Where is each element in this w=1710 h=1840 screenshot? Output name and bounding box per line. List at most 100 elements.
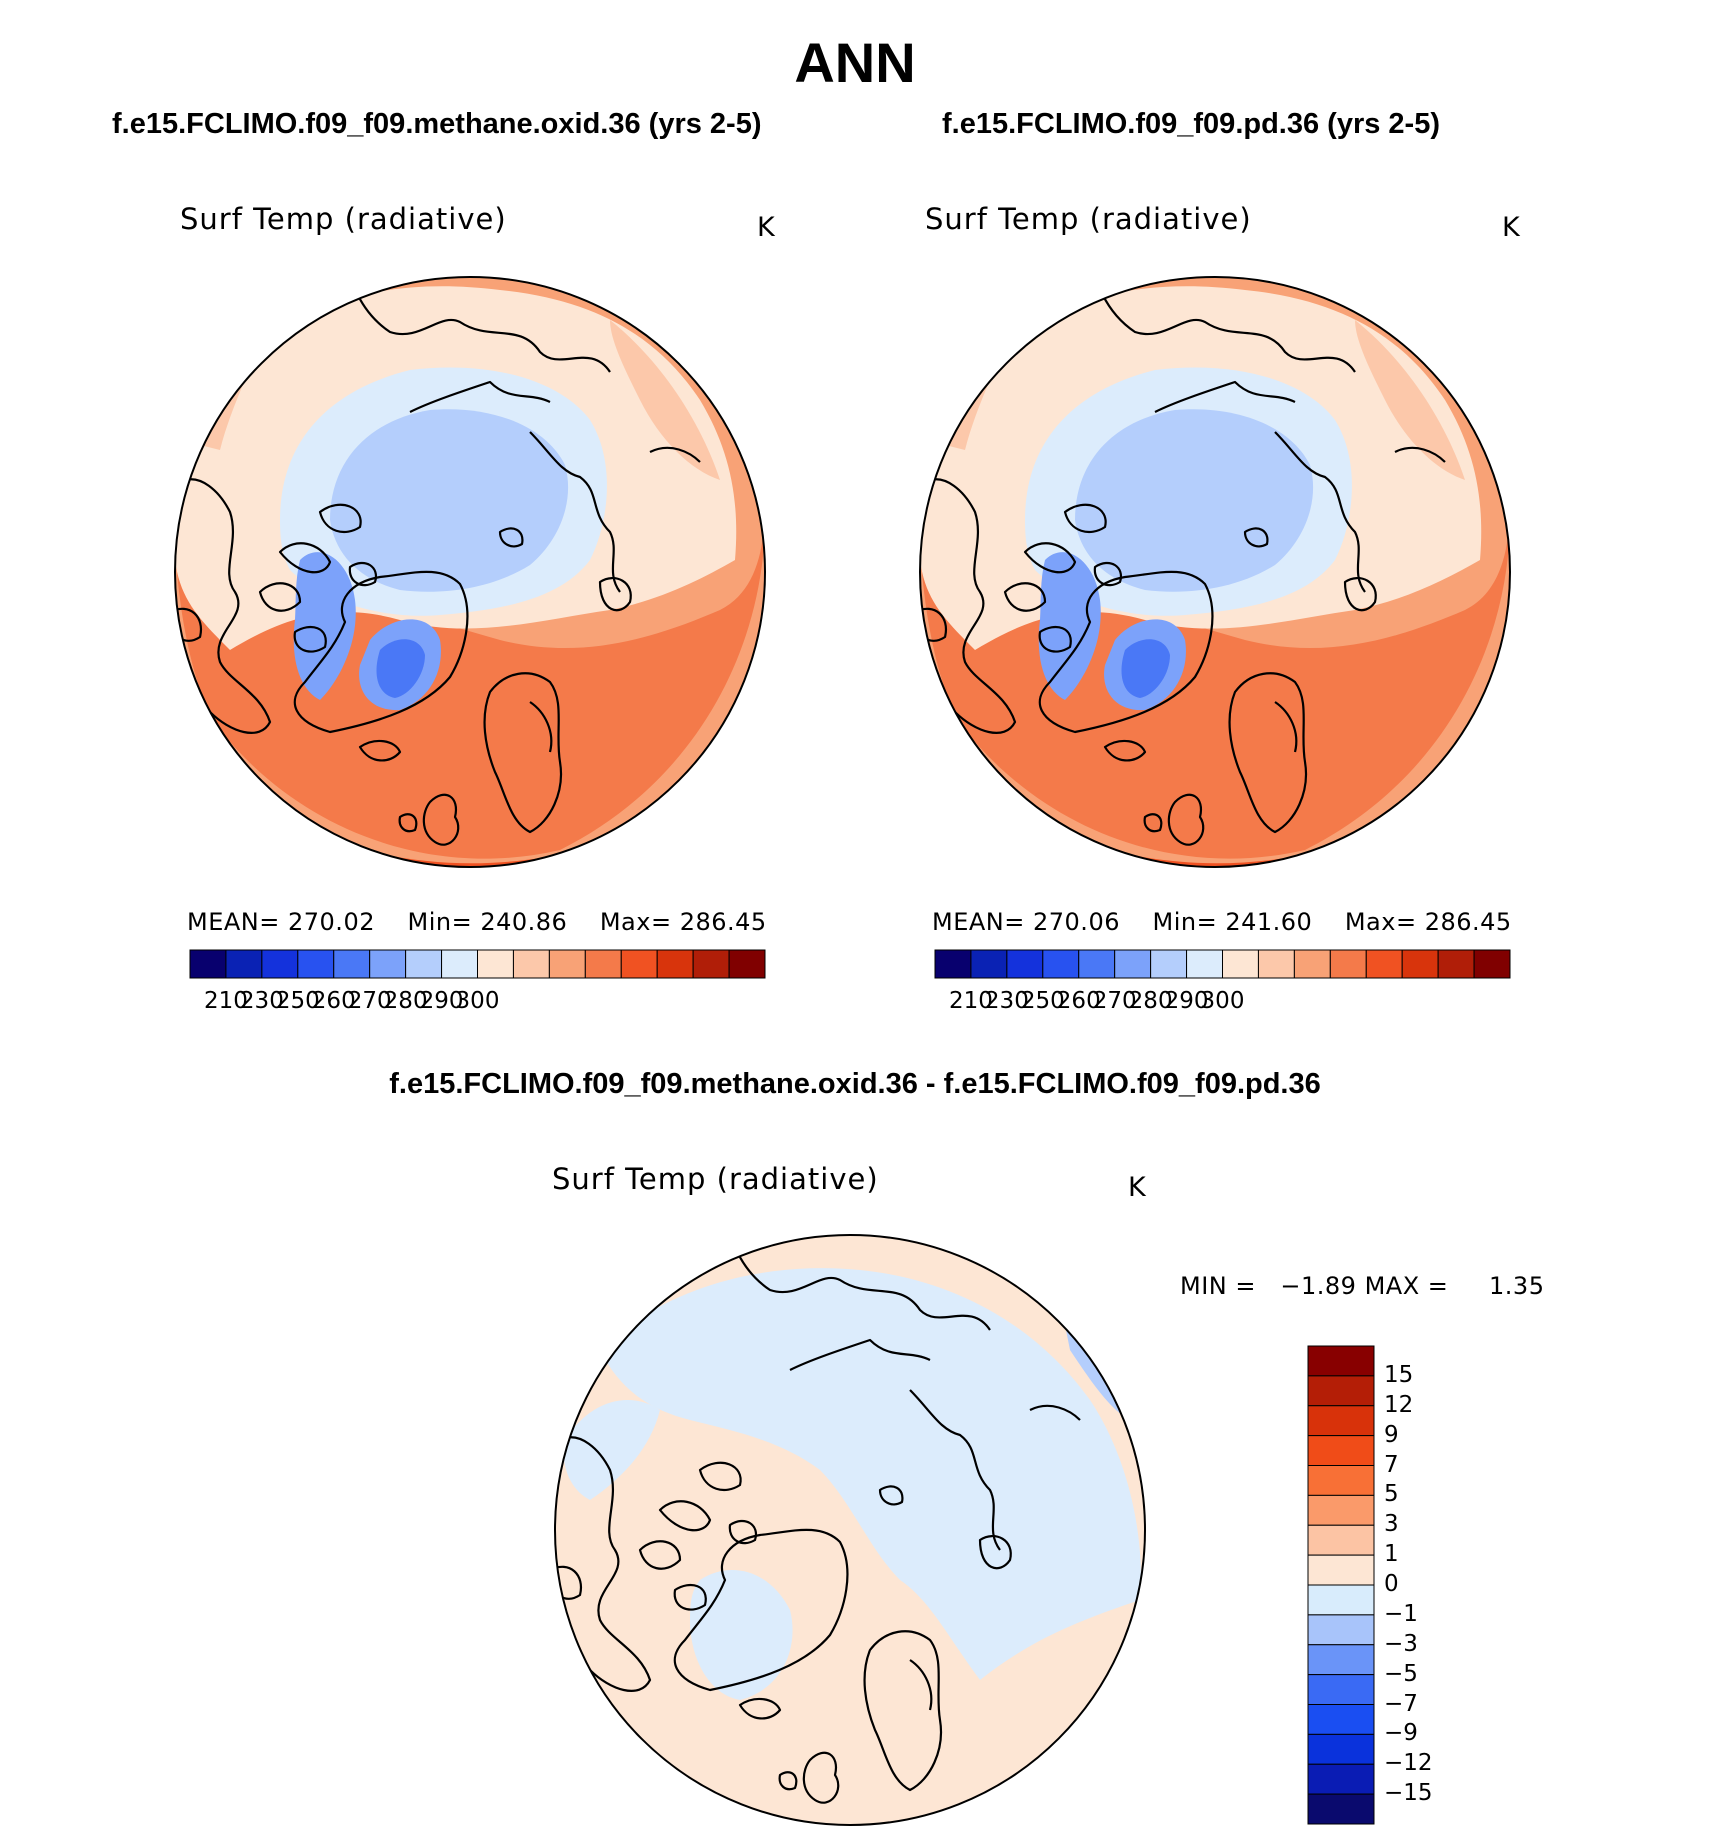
difference-colorbar-cell	[1307, 1584, 1375, 1616]
difference-map-border	[554, 1234, 1146, 1826]
panel1-colorbar-tick-label: 280	[383, 988, 428, 1014]
panel2-colorbar-cell	[1293, 949, 1331, 979]
difference-colorbar-cell	[1307, 1435, 1375, 1466]
panel2-case-title: f.e15.FCLIMO.f09_f09.pd.36 (yrs 2-5)	[942, 108, 1440, 140]
panel2-colorbar-cell	[1401, 949, 1439, 979]
difference-colorbar-tick-label: 3	[1384, 1511, 1399, 1538]
panel2-colorbar-cell	[1473, 949, 1511, 979]
difference-map	[555, 1235, 1145, 1825]
panel1-colorbar-cell	[369, 949, 407, 979]
panel2-colorbar-cell	[1257, 949, 1295, 979]
panel1-colorbar-cell	[477, 949, 514, 979]
difference-colorbar-cell	[1307, 1733, 1375, 1765]
difference-colorbar-cell	[1307, 1405, 1375, 1437]
difference-colorbar-cell	[1307, 1704, 1375, 1735]
panel2-stats: MEAN= 270.06 Min= 241.60 Max= 286.45	[932, 908, 1512, 936]
difference-colorbar-cell	[1307, 1375, 1375, 1407]
difference-colorbar-cell	[1307, 1674, 1375, 1705]
difference-min-value: −1.89	[1280, 1272, 1357, 1300]
panel2-colorbar-tick-label: 250	[1020, 988, 1065, 1014]
panel1-colorbar-cell	[620, 949, 658, 979]
difference-colorbar-cell	[1307, 1793, 1375, 1825]
panel1-variable-label: Surf Temp (radiative)	[180, 202, 507, 236]
panel2-mean-label: MEAN=	[932, 908, 1025, 936]
panel2-colorbar-cell	[934, 949, 972, 979]
difference-colorbar-tick-label: 15	[1384, 1361, 1414, 1388]
difference-colorbar-tick-label: −3	[1384, 1630, 1418, 1657]
panel2-colorbar-tick-label: 280	[1128, 988, 1173, 1014]
panel1-colorbar-tick-label: 210	[203, 988, 248, 1014]
difference-colorbar-tick-label: −5	[1384, 1660, 1418, 1687]
panel2-max-value: 286.45	[1424, 908, 1512, 936]
difference-colorbar-tick-label: 1	[1384, 1541, 1399, 1568]
panel2-colorbar-tick-label: 230	[984, 988, 1029, 1014]
panel1-max-label: Max=	[599, 908, 672, 936]
panel1-colorbar-cell	[692, 949, 730, 979]
difference-colorbar-tick-label: −1	[1384, 1600, 1418, 1627]
difference-title: f.e15.FCLIMO.f09_f09.methane.oxid.36 - f…	[389, 1068, 1321, 1100]
difference-colorbar-tick-label: 9	[1384, 1421, 1399, 1448]
panel2-colorbar-tick-label: 260	[1056, 988, 1101, 1014]
panel1-colorbar-tick-label: 230	[239, 988, 284, 1014]
panel1-min-label: Min=	[407, 908, 473, 936]
panel2-colorbar-tick-label: 270	[1092, 988, 1137, 1014]
panel2-colorbar-cell	[1437, 949, 1475, 979]
panel1-units-label: K	[757, 212, 775, 243]
panel2-colorbar-cell	[1186, 949, 1223, 979]
difference-stats: MIN = −1.89 MAX = 1.35	[1180, 1272, 1544, 1300]
panel2-colorbar-tick-label: 210	[948, 988, 993, 1014]
difference-units-label: K	[1128, 1172, 1146, 1203]
panel2-max-label: Max=	[1344, 908, 1417, 936]
panel2-colorbar-cell	[970, 949, 1008, 979]
panel2-mean-value: 270.06	[1033, 908, 1120, 936]
difference-colorbar-cell	[1307, 1644, 1375, 1676]
difference-colorbar-cell	[1307, 1494, 1375, 1526]
panel1-colorbar-cell	[189, 949, 227, 979]
panel2-colorbar-cell	[1150, 949, 1188, 979]
panel1-colorbar-cell	[405, 949, 443, 979]
panel2-colorbar-cell	[1078, 949, 1116, 979]
difference-variable-label: Surf Temp (radiative)	[552, 1162, 879, 1196]
panel1-map-border	[174, 276, 766, 868]
panel1-max-value: 286.45	[679, 908, 767, 936]
difference-max-value: 1.35	[1489, 1272, 1545, 1300]
difference-colorbar-cell	[1307, 1465, 1375, 1496]
difference-colorbar-cell	[1307, 1554, 1375, 1586]
panel1-case-title: f.e15.FCLIMO.f09_f09.methane.oxid.36 (yr…	[112, 108, 762, 140]
difference-colorbar-cell	[1307, 1763, 1375, 1795]
panel2-variable-label: Surf Temp (radiative)	[925, 202, 1252, 236]
panel2-colorbar-cell	[1329, 949, 1367, 979]
panel2-units-label: K	[1502, 212, 1520, 243]
panel2-min-label: Min=	[1152, 908, 1218, 936]
panel1-colorbar	[189, 949, 766, 979]
difference-colorbar-tick-label: 7	[1384, 1451, 1399, 1478]
panel2-colorbar-cell	[1365, 949, 1403, 979]
panel1-colorbar-cell	[728, 949, 766, 979]
panel1-colorbar-cell	[584, 949, 622, 979]
panel1-colorbar-cell	[333, 949, 371, 979]
panel1-mean-label: MEAN=	[187, 908, 280, 936]
panel1-colorbar-tick-label: 250	[275, 988, 320, 1014]
panel1-colorbar-cell	[441, 949, 478, 979]
panel2-min-value: 241.60	[1225, 908, 1313, 936]
panel1-mean-value: 270.02	[288, 908, 375, 936]
panel2-colorbar-tick-label: 290	[1164, 988, 1209, 1014]
difference-colorbar-tick-label: 5	[1384, 1481, 1399, 1508]
panel1-colorbar-tick-label: 260	[311, 988, 356, 1014]
difference-colorbar-tick-label: −12	[1384, 1750, 1433, 1777]
difference-min-label: MIN =	[1180, 1272, 1256, 1300]
panel1-min-value: 240.86	[480, 908, 568, 936]
panel1-colorbar-tick-label: 300	[455, 988, 500, 1014]
difference-colorbar	[1307, 1345, 1375, 1825]
panel2-map	[920, 277, 1510, 867]
difference-colorbar-tick-label: −15	[1384, 1780, 1433, 1807]
panel1-colorbar-tick-label: 270	[347, 988, 392, 1014]
difference-colorbar-cell	[1307, 1614, 1375, 1646]
panel2-colorbar-tick-label: 300	[1200, 988, 1245, 1014]
panel2-map-border	[919, 276, 1511, 868]
panel1-colorbar-cell	[225, 949, 263, 979]
panel1-colorbar-cell	[656, 949, 694, 979]
difference-colorbar-tick-label: −7	[1384, 1690, 1418, 1717]
panel2-colorbar-cell	[1006, 949, 1044, 979]
